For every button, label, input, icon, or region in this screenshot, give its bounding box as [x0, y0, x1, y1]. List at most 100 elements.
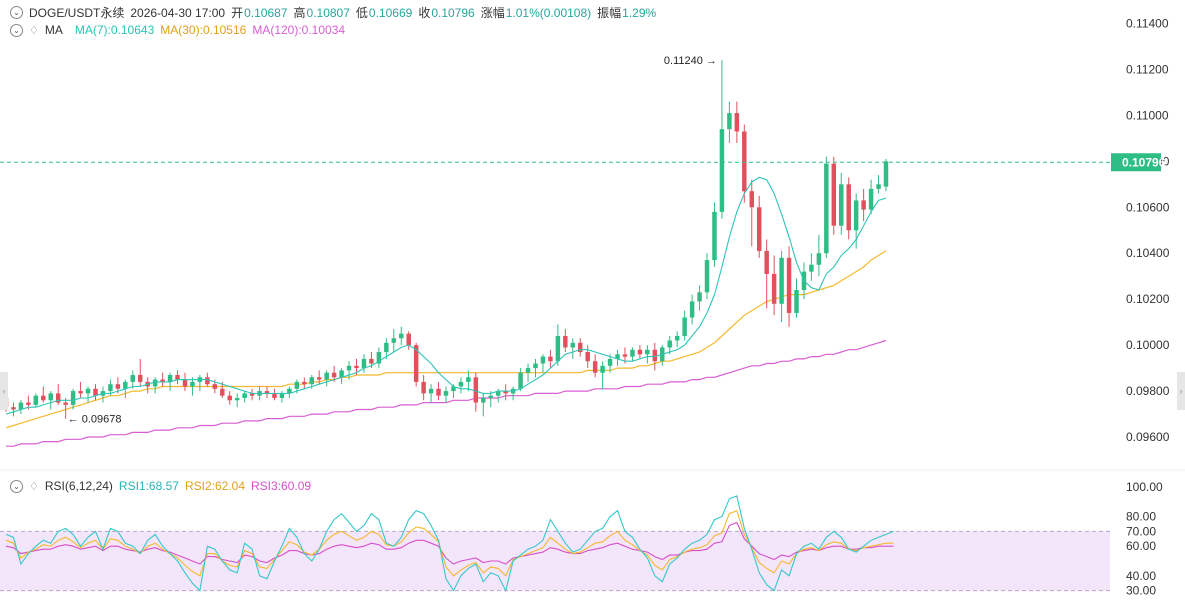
- candle: [11, 402, 16, 417]
- candle: [279, 391, 285, 403]
- candle-body: [637, 349, 643, 355]
- candle-body: [93, 388, 98, 396]
- candle-body: [495, 391, 501, 396]
- candle-body: [428, 388, 434, 394]
- candle-body: [115, 384, 121, 389]
- candle: [809, 253, 814, 281]
- candle-body: [689, 301, 695, 318]
- candle-body: [615, 354, 620, 359]
- candle-body: [33, 395, 39, 405]
- candle: [846, 177, 851, 240]
- candle: [93, 384, 98, 401]
- collapse-icon[interactable]: ⌄: [10, 6, 23, 19]
- candle: [615, 349, 620, 366]
- candle: [570, 338, 576, 359]
- amp-value: 1.29%: [622, 5, 657, 20]
- candle: [771, 255, 777, 316]
- candle-body: [436, 388, 441, 396]
- right-scroll-handle[interactable]: ›: [1177, 372, 1185, 410]
- candle-body: [234, 397, 240, 401]
- price-tick-label: 0.10000: [1126, 338, 1170, 352]
- last-price-tag: [1111, 153, 1161, 172]
- candle: [48, 391, 53, 410]
- candle: [242, 391, 247, 403]
- candle: [831, 156, 837, 235]
- candle: [630, 347, 635, 362]
- candle-body: [533, 363, 538, 369]
- candle-body: [220, 388, 225, 396]
- candle: [384, 338, 389, 359]
- candle-body: [630, 349, 635, 357]
- candle-body: [272, 393, 277, 398]
- candle-body: [108, 384, 113, 392]
- candle-body: [399, 333, 404, 339]
- candle: [421, 374, 426, 401]
- candle-body: [324, 372, 329, 380]
- candle: [861, 188, 866, 222]
- candle-body: [361, 358, 367, 369]
- candle-body: [85, 388, 91, 394]
- candle-body: [809, 264, 814, 272]
- candle-body: [756, 207, 762, 251]
- candle-body: [287, 388, 292, 394]
- candle: [70, 388, 76, 410]
- candle: [324, 370, 329, 387]
- candle-body: [592, 361, 598, 373]
- candle: [540, 354, 546, 373]
- candle: [227, 391, 232, 405]
- candle: [712, 202, 717, 268]
- high-value: 0.10807: [306, 5, 350, 20]
- collapse-icon[interactable]: ⌄: [10, 479, 23, 493]
- candle: [316, 370, 322, 385]
- close-value: 0.10796: [431, 5, 475, 20]
- price-tick-label: 0.10400: [1126, 246, 1170, 260]
- candle: [697, 285, 702, 311]
- low-price-annotation: ← 0.09678: [68, 414, 122, 426]
- candle: [749, 179, 754, 247]
- candle-body: [727, 113, 732, 130]
- ma7-value: MA(7):0.10643: [74, 23, 155, 37]
- candle: [786, 246, 792, 327]
- candle: [756, 195, 762, 258]
- alert-bell-icon[interactable]: ♢: [29, 24, 39, 37]
- rsi-tick-label: 60.00: [1126, 539, 1156, 553]
- amp-label: 振幅: [597, 6, 622, 20]
- candle-body: [548, 356, 553, 362]
- candle: [824, 156, 829, 258]
- candle-body: [63, 402, 68, 405]
- low-label: 低: [355, 6, 368, 20]
- rsi-label: RSI(6,12,24): [44, 479, 113, 493]
- change-value: 1.01%(0.00108): [505, 5, 592, 20]
- candle: [443, 386, 449, 403]
- candle-body: [674, 335, 680, 341]
- rsi2-value: RSI2:62.04: [184, 479, 246, 493]
- candle-body: [764, 250, 769, 274]
- left-scroll-handle[interactable]: ‹: [0, 372, 8, 410]
- rsi-tick-label: 70.00: [1126, 524, 1156, 538]
- candle: [742, 124, 747, 203]
- candle-body: [607, 358, 613, 366]
- candle-body: [876, 184, 881, 189]
- high-label: 高: [293, 6, 306, 20]
- candle: [853, 193, 859, 249]
- candle: [719, 60, 725, 219]
- candle: [578, 338, 583, 357]
- candle: [555, 324, 561, 366]
- candle: [473, 372, 479, 412]
- candle: [100, 386, 106, 403]
- candle-body: [48, 393, 53, 401]
- candle-body: [55, 393, 61, 403]
- candle: [175, 370, 180, 385]
- alert-bell-icon[interactable]: ♢: [29, 480, 39, 493]
- candle-body: [570, 342, 576, 348]
- close-label: 收: [418, 6, 431, 20]
- open-label: 开: [231, 6, 244, 20]
- ohlc-header: ⌄ DOGE/USDT永续 2026-04-30 17:00 开 0.10687 …: [0, 4, 662, 21]
- candle: [481, 393, 486, 417]
- rsi1-value: RSI1:68.57: [118, 479, 179, 493]
- collapse-icon[interactable]: ⌄: [10, 23, 23, 37]
- price-tick-label: 0.09800: [1126, 384, 1170, 398]
- candle: [563, 329, 568, 353]
- ma7-line: [5, 176, 887, 415]
